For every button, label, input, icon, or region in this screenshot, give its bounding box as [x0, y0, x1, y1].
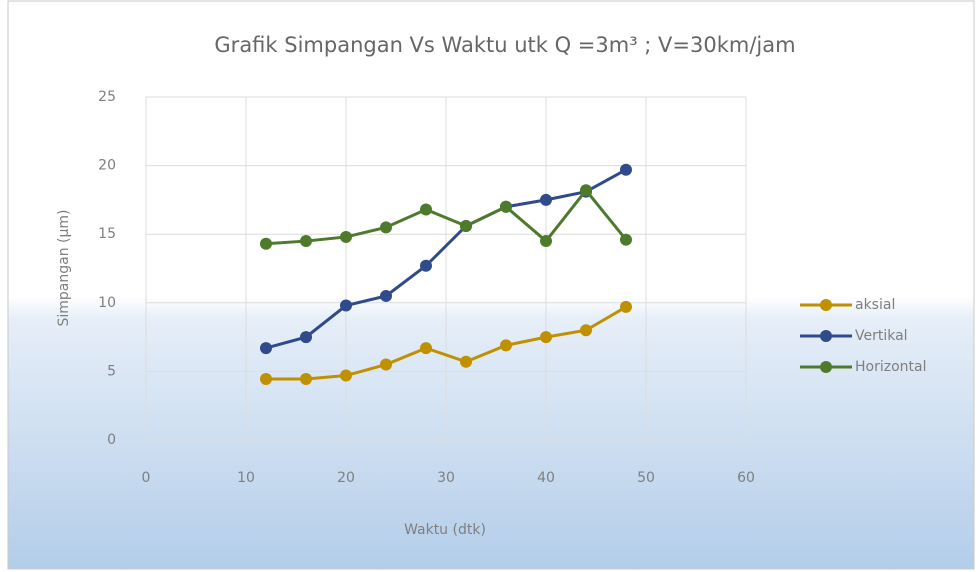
data-point [380, 289, 392, 302]
data-point [580, 324, 592, 337]
x-axis-label: Waktu (dtk) [404, 522, 486, 538]
legend-marker [820, 330, 832, 342]
y-tick-label: 10 [98, 295, 116, 311]
data-point [300, 235, 312, 248]
series-line [266, 305, 627, 381]
y-tick-label: 0 [107, 432, 116, 448]
data-point [260, 237, 272, 250]
series-line [265, 187, 628, 246]
x-tick-label: 50 [637, 470, 655, 486]
data-point [580, 184, 592, 197]
x-tick-label: 20 [337, 470, 355, 486]
data-point [620, 233, 632, 246]
data-point [420, 342, 432, 355]
y-tick-label: 20 [98, 158, 116, 174]
data-point [460, 219, 472, 232]
data-point [380, 221, 392, 234]
x-tick-label: 60 [737, 470, 755, 486]
data-point [620, 163, 632, 176]
x-tick-label: 10 [237, 470, 255, 486]
legend-marker [820, 299, 832, 311]
data-point [340, 230, 352, 243]
y-tick-label: 25 [98, 89, 116, 105]
y-axis-label: Simpangan (µm) [56, 209, 72, 326]
legend-label: aksial [855, 297, 895, 313]
data-point [300, 331, 312, 344]
x-tick-label: 0 [142, 470, 151, 486]
data-point [340, 299, 352, 312]
data-point [460, 355, 472, 368]
chart-background [7, 0, 975, 570]
data-point [340, 369, 352, 382]
data-point [260, 372, 272, 385]
legend-label: Vertikal [855, 328, 908, 344]
data-point [540, 235, 552, 248]
data-point [500, 339, 512, 352]
data-point [380, 358, 392, 371]
series-line [265, 168, 627, 350]
y-tick-label: 15 [98, 226, 116, 242]
data-point [500, 200, 512, 213]
data-point [420, 259, 432, 272]
chart-title: Grafik Simpangan Vs Waktu utk Q =3m³ ; V… [214, 33, 795, 57]
data-point [300, 372, 312, 385]
x-tick-label: 40 [537, 470, 555, 486]
data-point [420, 203, 432, 216]
y-tick-label: 5 [107, 363, 116, 379]
legend-marker [820, 361, 832, 373]
legend-label: Horizontal [855, 359, 926, 375]
data-point [260, 342, 272, 355]
data-point [620, 300, 632, 313]
data-point [540, 193, 552, 206]
data-point [540, 331, 552, 344]
x-tick-label: 30 [437, 470, 455, 486]
